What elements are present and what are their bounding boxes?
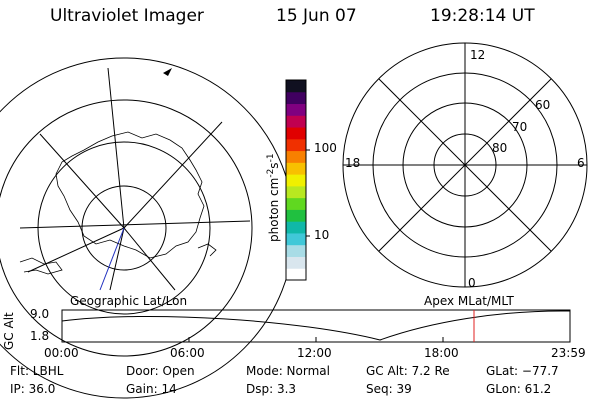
date-label: 15 Jun 07 bbox=[276, 6, 357, 26]
mlt-label-6: 6 bbox=[577, 156, 585, 170]
time-label: 19:28:14 UT bbox=[430, 6, 535, 26]
mlt-label-0: 0 bbox=[468, 276, 476, 290]
geo-lon-line-6 bbox=[123, 227, 176, 291]
info-ip: IP: 36.0 bbox=[10, 382, 56, 396]
info-door: Door: Open bbox=[126, 364, 195, 378]
x-tick-label-0000: 00:00 bbox=[44, 346, 79, 360]
colorbar-stripe bbox=[286, 103, 306, 116]
mlt-label-12: 12 bbox=[470, 48, 486, 62]
geo-lon-line-3 bbox=[39, 133, 125, 229]
geo-lon-line-5 bbox=[27, 227, 125, 273]
colorbar-stripe bbox=[286, 162, 306, 175]
colorbar-stripe bbox=[286, 232, 306, 246]
info-seq: Seq: 39 bbox=[366, 382, 412, 396]
colorbar-stripe bbox=[286, 197, 306, 210]
x-tick-label-0600: 06:00 bbox=[170, 346, 205, 360]
geo-lon-line-2 bbox=[107, 67, 125, 229]
apex-label: Apex MLat/MLT bbox=[424, 294, 514, 308]
y-tick-label-9: 9.0 bbox=[30, 307, 50, 321]
mlat-label-80: 80 bbox=[492, 141, 508, 155]
coast-fragment-1 bbox=[19, 257, 63, 275]
colorbar-stripe bbox=[286, 209, 306, 222]
unit-mid: s bbox=[267, 162, 281, 169]
geographic-label: Geographic Lat/Lon bbox=[70, 294, 188, 308]
unit-sup-2: -1 bbox=[266, 153, 276, 163]
geo-lon-line-4 bbox=[123, 121, 223, 229]
colorbar-stripe bbox=[286, 244, 306, 257]
geographic-map bbox=[0, 57, 295, 399]
mlt-label-18: 18 bbox=[345, 156, 361, 170]
antarctica-coast bbox=[55, 131, 205, 259]
apex-grid bbox=[342, 42, 588, 288]
colorbar-stripe bbox=[286, 115, 306, 128]
apex-diag-line-2 bbox=[378, 78, 552, 252]
coast-fragment-2 bbox=[197, 243, 217, 257]
colorbar-stripe bbox=[286, 150, 306, 163]
geo-lon-line-7 bbox=[109, 227, 125, 291]
orbit-arrow-icon bbox=[163, 68, 172, 76]
colorbar-stripe bbox=[286, 127, 306, 140]
colorbar-unit-label: photon cm-2s-1 bbox=[266, 153, 281, 242]
geo-lat-circle-inner bbox=[81, 185, 167, 271]
colorbar bbox=[286, 80, 306, 281]
geo-meridian-blue bbox=[99, 227, 125, 291]
info-glon: GLon: 61.2 bbox=[486, 382, 552, 396]
info-gain: Gain: 14 bbox=[126, 382, 177, 396]
unit-text: photon cm bbox=[267, 177, 281, 242]
info-gc-alt: GC Alt: 7.2 Re bbox=[366, 364, 450, 378]
colorbar-stripe bbox=[286, 221, 306, 234]
info-mode: Mode: Normal bbox=[246, 364, 330, 378]
altitude-curve bbox=[61, 310, 571, 341]
info-flt: Flt: LBHL bbox=[10, 364, 64, 378]
geo-lon-line-1 bbox=[19, 220, 251, 229]
colorbar-label-10: 10 bbox=[314, 228, 330, 242]
y-tick-label-1-8: 1.8 bbox=[30, 329, 50, 343]
geo-lat-circle-3 bbox=[0, 99, 253, 357]
colorbar-stripe bbox=[286, 185, 306, 199]
gc-alt-axis-label: GC Alt bbox=[2, 312, 16, 350]
colorbar-stripe bbox=[286, 256, 306, 269]
mlat-label-60: 60 bbox=[535, 98, 551, 112]
colorbar-stripe bbox=[286, 138, 306, 152]
unit-sup-1: -2 bbox=[266, 168, 276, 178]
geo-lat-circle-2 bbox=[37, 141, 211, 315]
app-title: Ultraviolet Imager bbox=[50, 6, 204, 26]
colorbar-label-100: 100 bbox=[314, 141, 337, 155]
colorbar-stripe bbox=[286, 268, 306, 281]
colorbar-stripe bbox=[286, 91, 306, 105]
colorbar-stripe bbox=[286, 174, 306, 187]
altitude-strip bbox=[61, 309, 571, 343]
x-tick-label-2359: 23:59 bbox=[551, 346, 586, 360]
info-glat: GLat: −77.7 bbox=[486, 364, 559, 378]
colorbar-stripe bbox=[286, 80, 306, 93]
colorbar-frame bbox=[285, 79, 307, 281]
x-tick-label-1200: 12:00 bbox=[297, 346, 332, 360]
info-dsp: Dsp: 3.3 bbox=[246, 382, 297, 396]
mlat-label-70: 70 bbox=[512, 120, 528, 134]
x-tick-label-1800: 18:00 bbox=[424, 346, 459, 360]
